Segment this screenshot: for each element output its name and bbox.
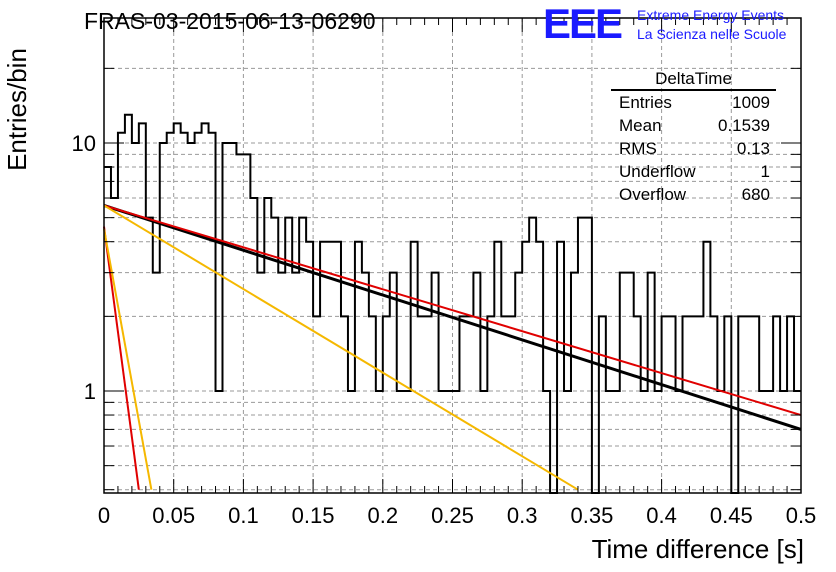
fit-line	[103, 226, 140, 490]
stats-label: Mean	[619, 116, 662, 135]
stats-label: RMS	[619, 139, 657, 158]
x-tick-label: 0.2	[368, 503, 399, 528]
stats-value: 1009	[732, 93, 770, 112]
x-tick-labels: 0 0.05 0.1 0.15 0.2 0.25 0.3 0.35 0.4 0.45 0.5	[98, 503, 816, 528]
stats-label: Underflow	[619, 162, 696, 181]
x-tick-label: 0.4	[646, 503, 677, 528]
x-tick-label: 0.05	[152, 503, 195, 528]
stats-value: 0.1539	[718, 116, 770, 135]
x-tick-label: 0	[98, 503, 110, 528]
fit-line	[103, 204, 579, 491]
stats-label: Overflow	[619, 185, 687, 204]
x-tick-label: 0.35	[570, 503, 613, 528]
stats-value: 0.13	[736, 139, 770, 158]
logo-line-2: La Scienza nelle Scuole	[637, 26, 787, 42]
stats-value: 1	[760, 162, 770, 181]
y-axis-title: Entries/bin	[1, 48, 32, 171]
fit-line	[103, 204, 802, 431]
stats-row-underflow: Underflow 1	[611, 160, 776, 183]
stats-box: DeltaTime Entries 1009 Mean 0.1539 RMS 0…	[611, 69, 776, 206]
stats-row-mean: Mean 0.1539	[611, 114, 776, 137]
y-tick-label: 1	[84, 379, 96, 404]
y-tick-labels: 1 10	[72, 131, 96, 404]
fit-line	[103, 228, 153, 490]
stats-row-overflow: Overflow 680	[611, 183, 776, 206]
stats-value: 680	[741, 185, 770, 204]
axis-ticks	[103, 18, 802, 493]
logo-line-1: Extreme Energy Events	[637, 7, 785, 23]
x-tick-label: 0.25	[431, 503, 474, 528]
x-tick-label: 0.3	[507, 503, 538, 528]
fit-line	[103, 204, 802, 416]
x-axis-title: Time difference [s]	[591, 534, 804, 564]
run-title: FRAS-03-2015-06-13-06290	[84, 8, 376, 34]
stats-title: DeltaTime	[611, 69, 776, 91]
logo-mark: EEE	[543, 0, 623, 47]
x-tick-label: 0.45	[710, 503, 753, 528]
stats-row-entries: Entries 1009	[611, 91, 776, 114]
x-tick-label: 0.1	[228, 503, 259, 528]
histogram-outline	[104, 113, 801, 494]
stats-label: Entries	[619, 93, 672, 112]
x-tick-label: 0.15	[292, 503, 335, 528]
x-tick-label: 0.5	[786, 503, 817, 528]
stats-row-rms: RMS 0.13	[611, 137, 776, 160]
histogram-series	[104, 113, 801, 494]
y-tick-label: 10	[72, 131, 96, 156]
